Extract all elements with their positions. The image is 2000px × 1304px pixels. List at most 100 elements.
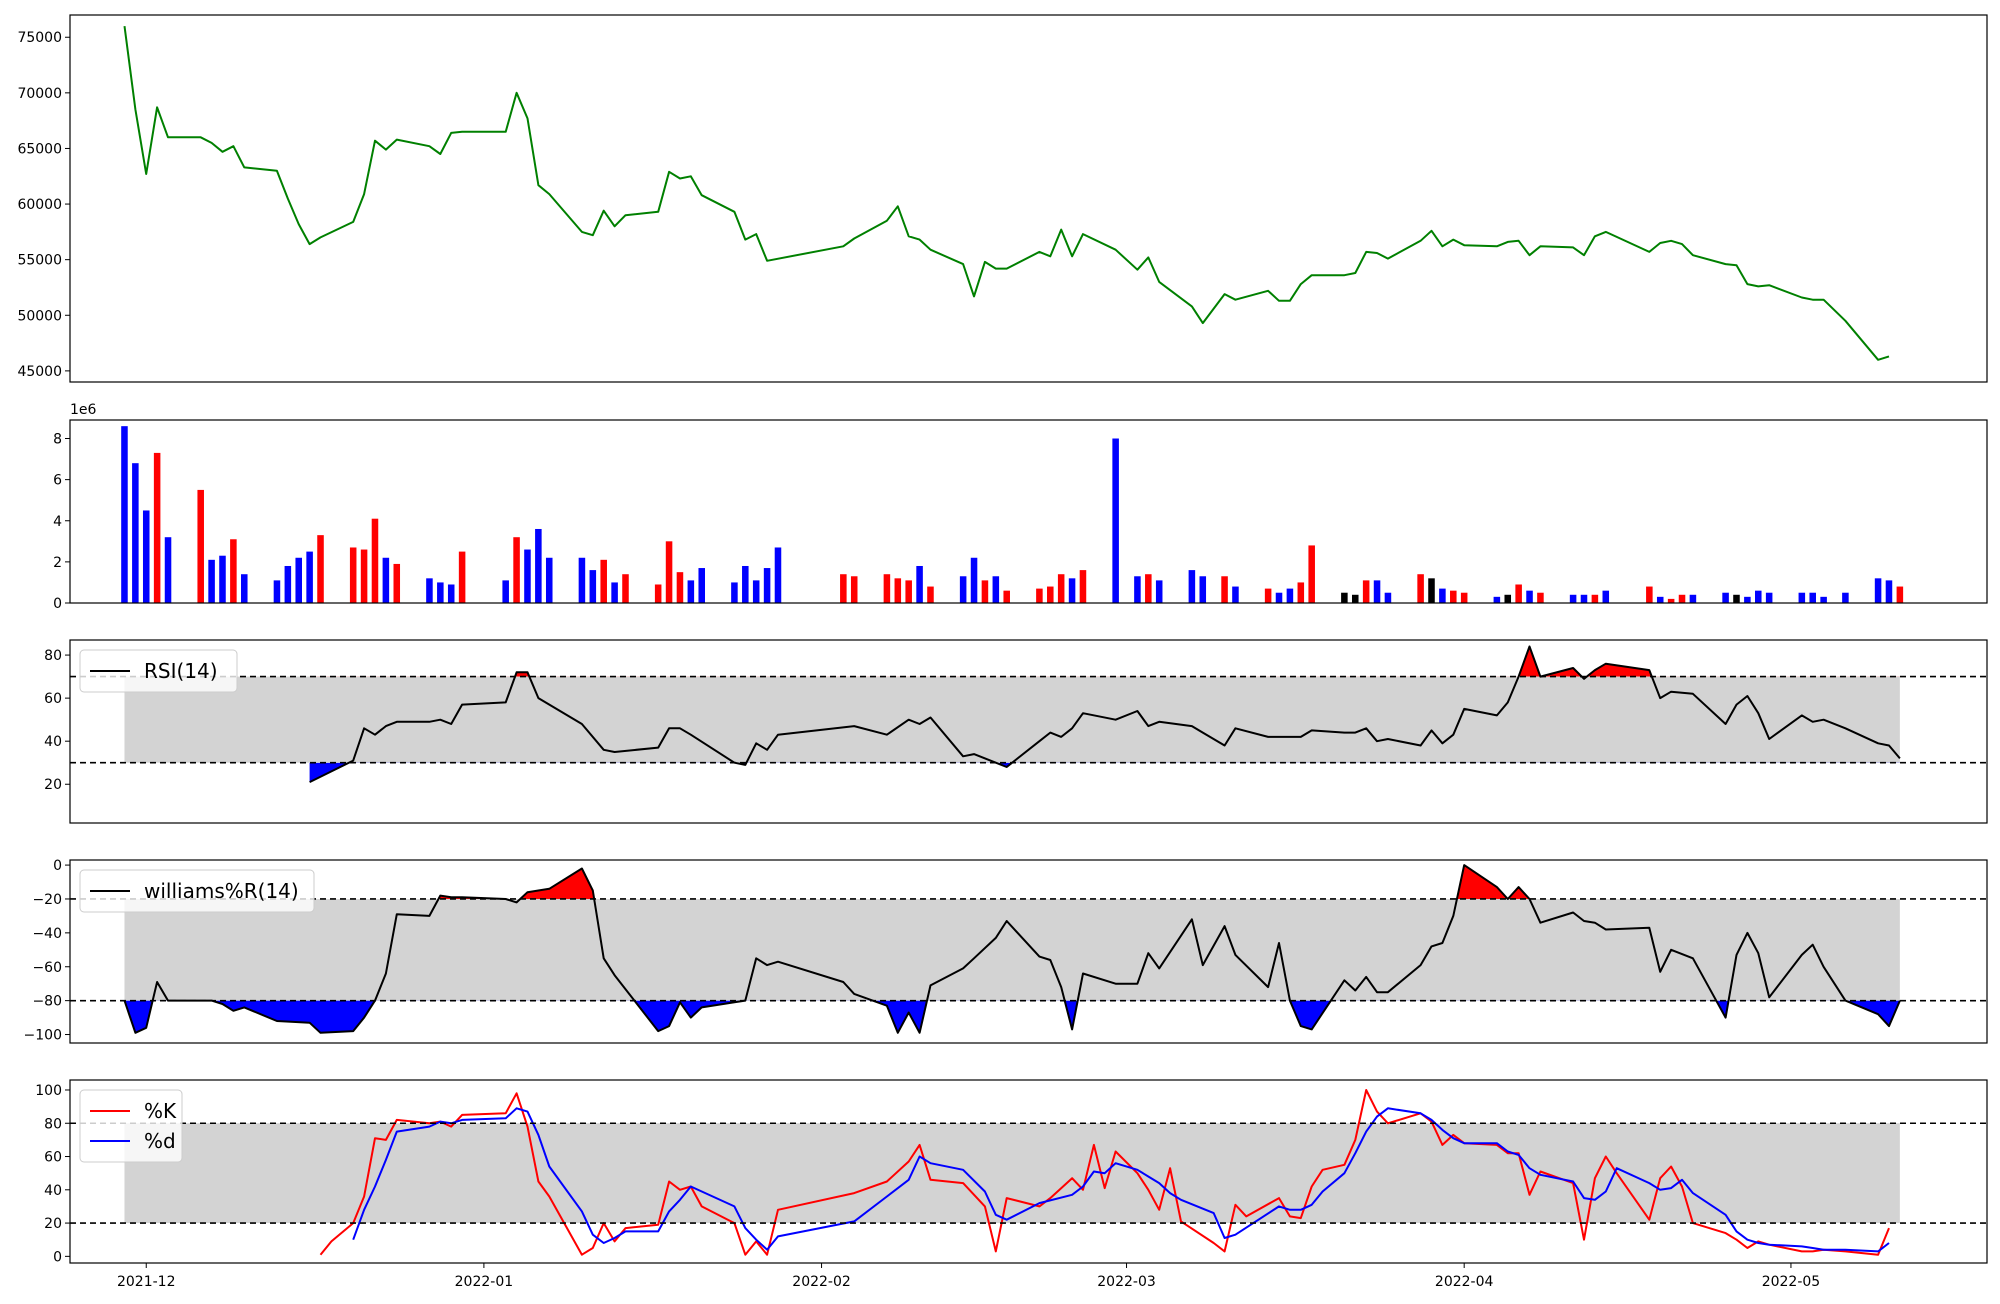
- volume-bar: [1188, 570, 1196, 603]
- ytick-label: 70000: [17, 86, 62, 102]
- volume-bar: [774, 547, 782, 603]
- volume-bar: [1515, 584, 1522, 603]
- stoch-d-line: [352, 1107, 1890, 1253]
- xtick-label: 2022-04: [1435, 1274, 1494, 1290]
- volume-bar: [545, 557, 553, 603]
- volume-bar: [1689, 594, 1697, 603]
- ytick-label: −40: [32, 926, 62, 942]
- volume-axes-frame: [69, 419, 1988, 604]
- ytick-label: 55000: [17, 253, 62, 269]
- legend-label: %K: [144, 1099, 177, 1123]
- volume-bar: [1754, 590, 1762, 603]
- legend-box: [79, 649, 238, 693]
- volume-bar: [360, 549, 368, 603]
- volume-bar: [1602, 590, 1610, 603]
- volume-bar: [295, 557, 303, 603]
- volume-bar: [959, 576, 967, 603]
- rsi-line: [309, 645, 1901, 783]
- legend-box: [79, 1089, 183, 1163]
- volume-bar: [1068, 578, 1076, 603]
- legend-label: RSI(14): [144, 659, 218, 683]
- volume-bar: [1591, 594, 1599, 603]
- volume-bar: [1885, 580, 1893, 603]
- volume-bar: [535, 528, 542, 603]
- volume-bar: [992, 576, 1000, 603]
- volume-bar: [1896, 586, 1904, 603]
- ytick-label: 50000: [17, 308, 62, 324]
- volume-bar: [752, 580, 760, 603]
- volume-bar: [698, 568, 706, 603]
- ytick-label: 20: [44, 1216, 62, 1232]
- volume-bar: [1003, 590, 1010, 603]
- volume-bar: [447, 584, 455, 603]
- stoch-k-line: [319, 1089, 1890, 1256]
- volume-bar: [742, 565, 749, 603]
- rsi-axes-frame: [69, 639, 1988, 824]
- volume-bar: [578, 557, 586, 603]
- volume-bar: [1580, 594, 1588, 603]
- volume-bar: [665, 541, 673, 603]
- volume-bar: [1809, 592, 1816, 603]
- volume-bar: [317, 535, 324, 603]
- volume-bar: [850, 576, 858, 603]
- ytick-label: 75000: [17, 30, 62, 46]
- volume-bar: [153, 452, 161, 603]
- volume-bar: [1155, 580, 1163, 603]
- volume-bar: [905, 580, 912, 603]
- volume-bar: [1112, 438, 1119, 603]
- volume-bar: [1286, 588, 1294, 603]
- volume-bar: [622, 574, 629, 603]
- ytick-label: 60: [44, 1150, 62, 1166]
- volume-bar: [132, 463, 139, 603]
- volume-bar: [1667, 598, 1675, 603]
- williams-overbought-fill: [438, 865, 1530, 899]
- volume-bar: [1232, 586, 1239, 603]
- ytick-label: 8: [53, 432, 62, 448]
- ytick-label: 0: [53, 858, 62, 874]
- volume-bar: [1145, 574, 1152, 603]
- volume-bar: [393, 563, 401, 603]
- volume-bar: [142, 510, 150, 603]
- volume-bar: [1646, 586, 1653, 603]
- volume-bar: [273, 580, 281, 603]
- williams-line: [123, 864, 1901, 1034]
- volume-bar: [241, 574, 248, 603]
- ytick-label: 65000: [17, 141, 62, 157]
- volume-bar: [1079, 570, 1087, 603]
- volume-bar: [1221, 576, 1228, 603]
- volume-bar: [1417, 574, 1424, 603]
- volume-bar: [1460, 592, 1468, 603]
- ytick-label: −20: [32, 892, 62, 908]
- ytick-label: 60: [44, 691, 62, 707]
- volume-bar: [1057, 574, 1065, 603]
- volume-bar: [502, 580, 509, 603]
- xtick-label: 2022-05: [1762, 1274, 1821, 1290]
- volume-bar: [1199, 576, 1207, 603]
- volume-bar: [840, 574, 847, 603]
- ytick-label: 100: [35, 1083, 62, 1099]
- volume-bar: [197, 489, 204, 603]
- volume-bar: [1450, 590, 1457, 603]
- ytick-label: 2: [53, 555, 62, 571]
- xtick-label: 2022-02: [792, 1274, 851, 1290]
- volume-bar: [1493, 596, 1501, 603]
- ytick-label: 0: [53, 1249, 62, 1265]
- volume-bar: [1275, 592, 1283, 603]
- ytick-label: 20: [44, 777, 62, 793]
- volume-bar: [894, 578, 902, 603]
- volume-bar: [524, 549, 531, 603]
- volume-bar: [1656, 596, 1664, 603]
- ytick-label: 6: [53, 473, 62, 489]
- ytick-label: 40: [44, 734, 62, 750]
- volume-bar: [1798, 592, 1806, 603]
- volume-bar: [219, 555, 226, 603]
- volume-bar: [1504, 594, 1512, 603]
- xtick-label: 2022-01: [455, 1274, 514, 1290]
- volume-bar: [208, 559, 215, 603]
- volume-bar: [1384, 592, 1392, 603]
- volume-bar: [1569, 594, 1577, 603]
- volume-bar: [1373, 580, 1381, 603]
- volume-bar: [883, 574, 891, 603]
- volume-bar: [654, 584, 662, 603]
- ytick-label: −100: [24, 1028, 62, 1044]
